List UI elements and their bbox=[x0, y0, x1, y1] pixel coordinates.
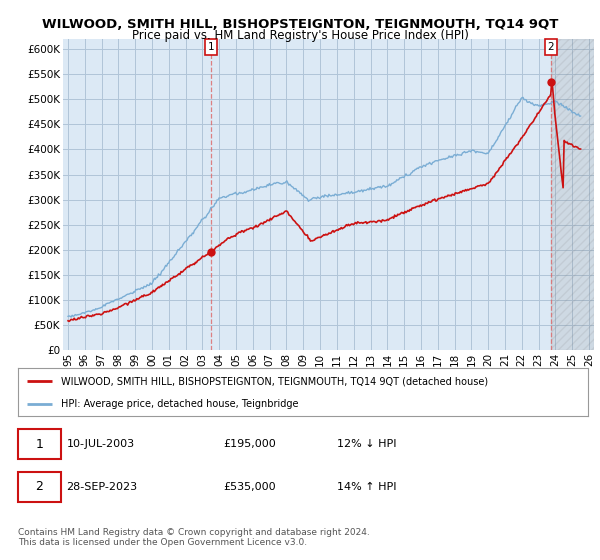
Text: 2: 2 bbox=[548, 42, 554, 52]
Text: HPI: Average price, detached house, Teignbridge: HPI: Average price, detached house, Teig… bbox=[61, 399, 298, 409]
Text: 28-SEP-2023: 28-SEP-2023 bbox=[67, 482, 137, 492]
Text: 10-JUL-2003: 10-JUL-2003 bbox=[67, 439, 134, 449]
FancyBboxPatch shape bbox=[18, 429, 61, 459]
Text: Price paid vs. HM Land Registry's House Price Index (HPI): Price paid vs. HM Land Registry's House … bbox=[131, 29, 469, 42]
Text: 12% ↓ HPI: 12% ↓ HPI bbox=[337, 439, 397, 449]
FancyBboxPatch shape bbox=[18, 472, 61, 502]
Text: Contains HM Land Registry data © Crown copyright and database right 2024.
This d: Contains HM Land Registry data © Crown c… bbox=[18, 528, 370, 547]
Text: WILWOOD, SMITH HILL, BISHOPSTEIGNTON, TEIGNMOUTH, TQ14 9QT: WILWOOD, SMITH HILL, BISHOPSTEIGNTON, TE… bbox=[42, 18, 558, 31]
Text: 1: 1 bbox=[208, 42, 215, 52]
Text: WILWOOD, SMITH HILL, BISHOPSTEIGNTON, TEIGNMOUTH, TQ14 9QT (detached house): WILWOOD, SMITH HILL, BISHOPSTEIGNTON, TE… bbox=[61, 376, 488, 386]
Text: 1: 1 bbox=[35, 437, 43, 451]
Bar bbox=[551, 39, 594, 350]
Text: £535,000: £535,000 bbox=[223, 482, 276, 492]
Text: £195,000: £195,000 bbox=[223, 439, 276, 449]
Text: 14% ↑ HPI: 14% ↑ HPI bbox=[337, 482, 397, 492]
Text: 2: 2 bbox=[35, 480, 43, 493]
